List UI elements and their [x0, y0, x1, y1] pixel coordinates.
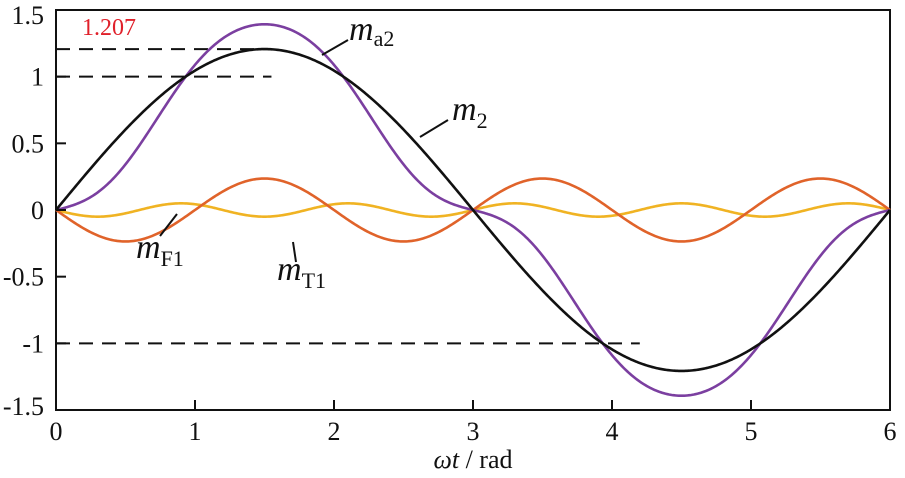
label-mT1-main: m: [277, 251, 302, 288]
ticks: [55, 9, 891, 411]
x-tick-label-0: 0: [50, 417, 63, 446]
x-tick-labels: 0 1 2 3 4 5 6: [50, 417, 897, 446]
leader-m2: [419, 119, 449, 138]
leader-mF1: [159, 213, 178, 237]
series-m-a2: [54, 47, 892, 373]
leader-mT1: [292, 241, 297, 263]
x-tick-label-1: 1: [189, 417, 202, 446]
x-tick-label-5: 5: [745, 417, 758, 446]
series-layer: [54, 22, 892, 398]
label-mF1-main: m: [136, 229, 161, 266]
y-tick-label-6: -1.5: [3, 392, 44, 421]
label-ma2-sub2: 2: [383, 26, 394, 51]
svg-text:m2: m2: [452, 91, 488, 133]
label-mT1: mT1: [277, 241, 326, 293]
y-tick-label-3: 0: [31, 196, 44, 225]
label-m2-main: m: [452, 91, 477, 128]
label-m2-sub: 2: [477, 108, 488, 133]
label-ma2-main: m: [349, 11, 374, 48]
y-tick-label-4: -0.5: [3, 263, 44, 292]
leader-ma2: [321, 39, 349, 56]
y-tick-label-1: 1: [31, 63, 44, 92]
x-tick-label-2: 2: [328, 417, 341, 446]
y-tick-label-2: 0.5: [12, 129, 45, 158]
x-tick-label-3: 3: [467, 417, 480, 446]
svg-text:mF1: mF1: [136, 229, 184, 271]
reference-lines: [56, 48, 640, 345]
label-mT1-sub: T1: [302, 268, 326, 293]
ref-annotation-1207: 1.207: [82, 15, 136, 41]
label-ma2: ma2: [321, 11, 394, 56]
x-tick-label-4: 4: [606, 417, 619, 446]
label-ma2-sub: a: [374, 26, 384, 51]
svg-text:ma2: ma2: [349, 11, 394, 51]
y-tick-label-5: -1: [22, 329, 44, 358]
x-axis-title-rest: / rad: [459, 445, 512, 474]
x-axis-title-italic: ωt: [433, 445, 459, 474]
y-tick-label-0: 1.5: [12, 1, 45, 30]
x-axis-title: ωt / rad: [433, 445, 512, 474]
label-mF1-sub: F1: [161, 246, 184, 271]
y-tick-labels: 1.5 1 0.5 0 -0.5 -1 -1.5: [3, 1, 44, 421]
svg-text:mT1: mT1: [277, 251, 326, 293]
x-tick-label-6: 6: [884, 417, 897, 446]
label-m2: m2: [419, 91, 488, 138]
label-mF1: mF1: [136, 213, 184, 271]
